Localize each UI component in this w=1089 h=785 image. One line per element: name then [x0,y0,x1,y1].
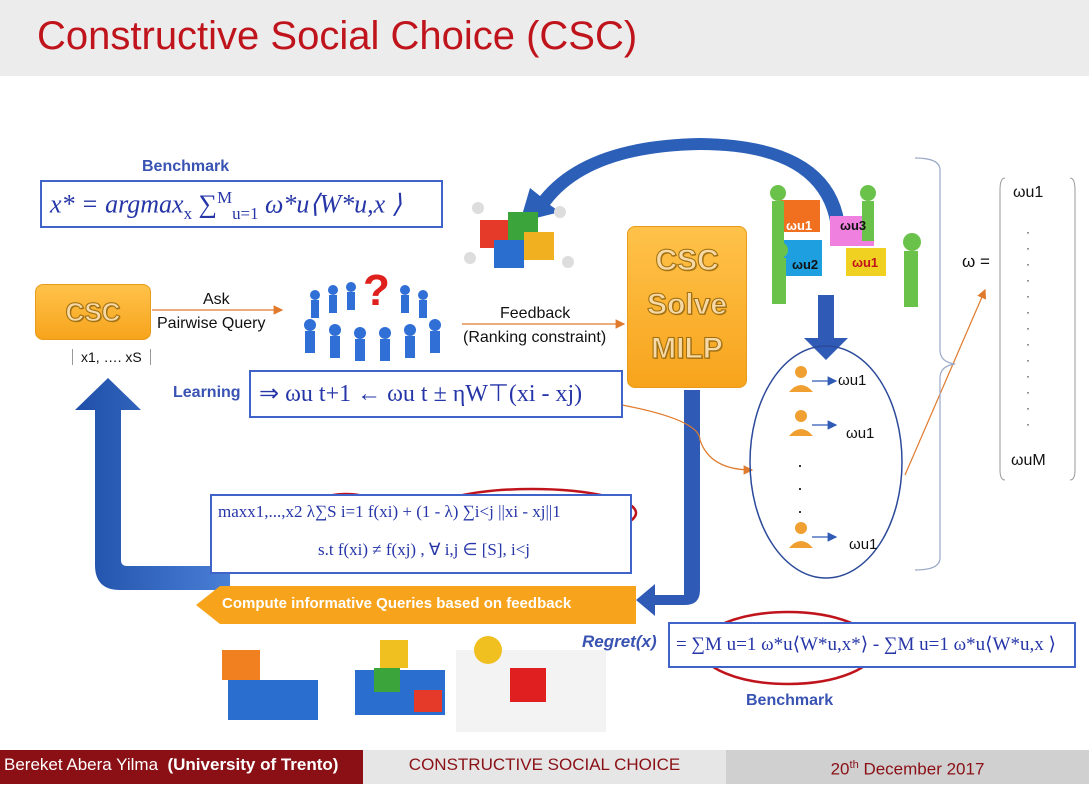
omega-bottom-entry: ωuM [1011,452,1046,469]
footer-author: Bereket Abera Yilma (University of Trent… [0,750,363,784]
top-arc-arrow [520,138,846,240]
ranking-constraint-label: (Ranking constraint) [463,329,607,346]
footer-course: CONSTRUCTIVE SOCIAL CHOICE [363,750,726,784]
return-arrow [75,378,230,590]
csc-solve-line3: MILP [651,332,724,366]
title-bar [0,0,1089,76]
optimization-objective: maxx1,...,x2 λ∑S i=1 f(xi) + (1 - λ) ∑i<… [218,502,561,521]
feedback-label: Feedback [500,305,571,322]
svg-text:?: ? [363,266,390,315]
slide-title: Constructive Social Choice (CSC) [37,14,638,58]
pairwise-query-label: Pairwise Query [157,315,266,332]
benchmark-label-top: Benchmark [142,158,230,175]
footer-date: 20th December 2017 [726,750,1089,784]
user-weight-2: ωu1 [846,425,875,442]
puzzle-label-b: ωu3 [840,218,867,233]
omega-symbol: ω = [962,252,990,271]
optimization-constraint: s.t f(xi) ≠ f(xj) , ∀ i,j ∈ [S], i<j [318,540,531,559]
optimization-formula: maxx1,...,x2 λ∑S i=1 f(xi) + (1 - λ) ∑i<… [210,494,632,574]
csc-solve-milp-box: CSC Solve MILP [627,226,747,388]
benchmark-formula: x* = argmaxx ∑Mu=1 ω*u⟨W*u,x ⟩ [40,180,443,228]
crowd-question-graphic [304,282,441,361]
bottom-puzzle-images [222,636,606,732]
csc-solve-line2: Solve [646,288,728,322]
omega-vector-dots: · · · · · · · · · · · · · [1026,225,1030,431]
puzzle-label-a: ωu1 [786,218,813,233]
learning-label: Learning [173,384,241,401]
down-arrow [804,295,848,360]
csc-box-label: CSC [65,297,121,328]
candidate-set: x1, …. xS [72,349,151,365]
puzzle-label-c: ωu2 [792,257,819,272]
ellipse-dot-2: · [797,478,803,498]
compute-queries-banner: Compute informative Queries based on fee… [196,586,636,624]
csc-solve-line1: CSC [655,244,719,278]
ellipse-dot-3: · [797,501,803,521]
regret-formula: = ∑M u=1 ω*u⟨W*u,x*⟩ - ∑M u=1 ω*u⟨W*u,x … [668,622,1076,668]
ellipse-dot-1: · [797,455,803,475]
user-weight-1: ωu1 [838,372,867,389]
regret-label: Regret(x) [582,632,657,651]
benchmark-label-bottom: Benchmark [746,692,834,709]
compute-queries-text: Compute informative Queries based on fee… [222,595,572,612]
milp-down-arrow [636,390,700,616]
users-ellipse [749,345,903,579]
omega-top-entry: ωu1 [1013,184,1044,201]
stakeholders-graphic [770,185,921,307]
puzzle-table-graphic [464,202,574,268]
csc-box: CSC [35,284,151,340]
ask-label: Ask [203,291,230,308]
learning-formula: ⇒ ωu t+1 ← ωu t ± ηW⊤(xi - xj) [249,370,623,418]
footer: Bereket Abera Yilma (University of Trent… [0,750,1089,784]
puzzle-label-d: ωu1 [852,255,879,270]
user-weight-3: ωu1 [849,536,878,553]
